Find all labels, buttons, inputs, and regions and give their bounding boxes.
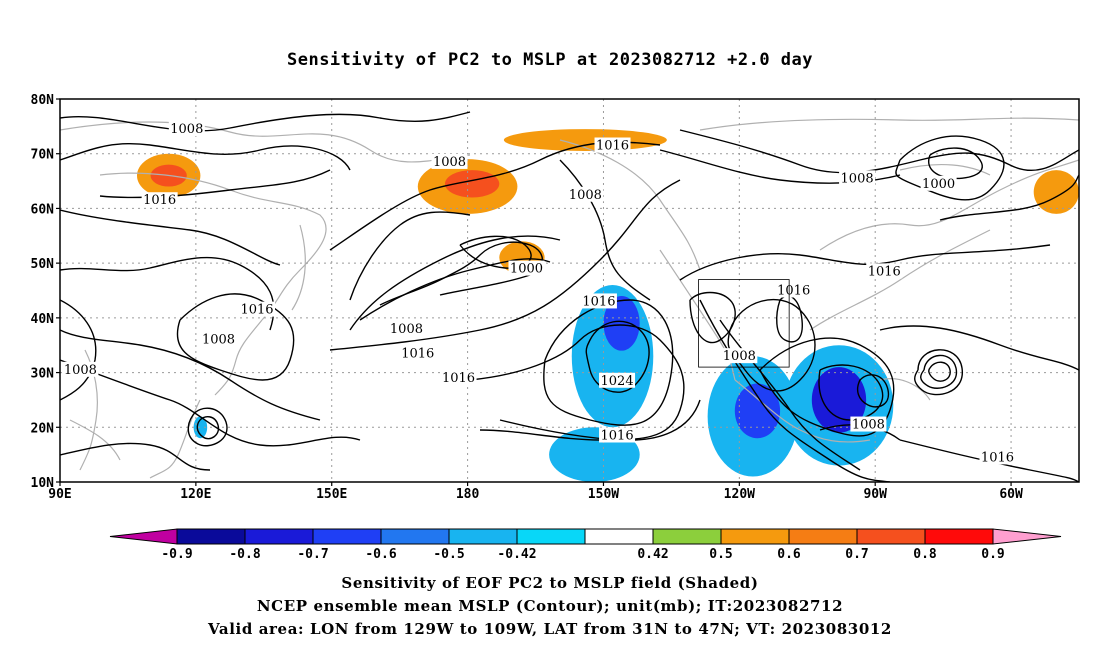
colorbar-swatch: [176, 528, 246, 545]
lat-tick-label: 40N: [31, 312, 55, 327]
caption-line-2: NCEP ensemble mean MSLP (Contour); unit(…: [256, 597, 844, 615]
caption-line-1: Sensitivity of EOF PC2 to MSLP field (Sh…: [341, 574, 759, 592]
colorbar-swatch: [924, 528, 994, 545]
shaded-region-11: [734, 383, 781, 439]
lat-tick-label: 20N: [31, 421, 55, 436]
contour-label: 1016: [596, 139, 629, 154]
colorbar-label: -0.7: [297, 547, 328, 562]
contour-labels: 1008 1016 1016 1008 1008 1008 1000 1000 1016 1016…: [62, 121, 1016, 465]
contour-label: 1000: [510, 262, 543, 277]
lat-tick-label: 70N: [31, 148, 55, 163]
shaded-region-14: [193, 416, 208, 439]
colorbar-label: -0.6: [365, 547, 396, 562]
chart-title: Sensitivity of PC2 to MSLP at 2023082712…: [286, 50, 813, 70]
colorbar-label: -0.8: [229, 547, 260, 562]
coastlines: [60, 117, 1079, 479]
contour-label: 1008: [723, 349, 756, 364]
contour-label: 1016: [981, 450, 1014, 465]
lon-tick-label: 60W: [999, 487, 1023, 502]
lon-tick-label: 90E: [48, 487, 71, 502]
colorbar-swatch: [380, 528, 450, 545]
contour-label: 1008: [170, 122, 203, 137]
colorbar-swatch: [516, 528, 586, 545]
colorbar-label: 0.9: [981, 547, 1004, 562]
shaded-region-8: [603, 295, 640, 351]
valid-area-box: [698, 279, 790, 368]
lon-tick-label: 120E: [180, 487, 211, 502]
colorbar-swatch: [720, 528, 790, 545]
colorbar-swatch: [584, 528, 654, 545]
latitude-ticks: 80N 70N 60N 50N 40N 30N 20N 10N: [31, 93, 60, 491]
lat-tick-label: 50N: [31, 257, 55, 272]
colorbar-swatch: [448, 528, 518, 545]
lat-tick-label: 80N: [31, 93, 55, 108]
colorbar-label: 0.5: [709, 547, 732, 562]
longitude-ticks: 90E 120E 150E 180 150W 120W 90W 60W: [48, 482, 1023, 502]
contour-label: 1024: [601, 374, 634, 389]
contour-label: 1008: [202, 333, 235, 348]
colorbar-label: -0.5: [433, 547, 464, 562]
contour-label: 1016: [442, 371, 475, 386]
colorbar-swatch: [788, 528, 858, 545]
contour-label: 1016: [240, 303, 273, 318]
lat-tick-label: 10N: [31, 476, 55, 491]
colorbar-label: -0.9: [161, 547, 192, 562]
map-frame: [59, 98, 1080, 483]
lon-tick-label: 180: [456, 487, 480, 502]
colorbar-label: 0.8: [913, 547, 937, 562]
colorbar-label: 0.42: [637, 547, 668, 562]
contour-label: 1008: [852, 418, 885, 433]
lat-tick-label: 30N: [31, 367, 55, 382]
colorbar-label: -0.42: [497, 547, 536, 562]
contour-label: 1008: [433, 155, 466, 170]
lon-tick-label: 90W: [863, 487, 887, 502]
caption-line-3: Valid area: LON from 129W to 109W, LAT f…: [208, 620, 892, 638]
contour-label: 1008: [64, 363, 97, 378]
shaded-region-3: [444, 170, 500, 198]
contour-label: 1016: [582, 294, 615, 309]
contour-label: 1016: [868, 264, 901, 279]
colorbar-label: 0.7: [845, 547, 868, 562]
lon-tick-label: 120W: [724, 487, 755, 502]
lon-tick-label: 150E: [316, 487, 347, 502]
contour-label: 1016: [601, 428, 634, 443]
contour-label: 1008: [390, 322, 423, 337]
lon-tick-label: 150W: [588, 487, 619, 502]
contour-label: 1008: [841, 171, 874, 186]
contour-label: 1016: [401, 346, 434, 361]
colorbar-swatch: [312, 528, 382, 545]
contour-label: 1000: [922, 177, 955, 192]
colorbar-label: 0.6: [777, 547, 801, 562]
colorbar-high-extend: [992, 528, 1062, 545]
shaded-region-13: [811, 367, 867, 433]
lat-tick-label: 60N: [31, 202, 55, 217]
colorbar-low-extend: [109, 528, 178, 545]
contour-label: 1008: [569, 188, 602, 203]
colorbar-swatch: [652, 528, 722, 545]
contour-label: 1016: [777, 284, 810, 299]
contour-label: 1016: [143, 193, 176, 208]
colorbar-swatch: [244, 528, 314, 545]
colorbar-swatch: [856, 528, 926, 545]
